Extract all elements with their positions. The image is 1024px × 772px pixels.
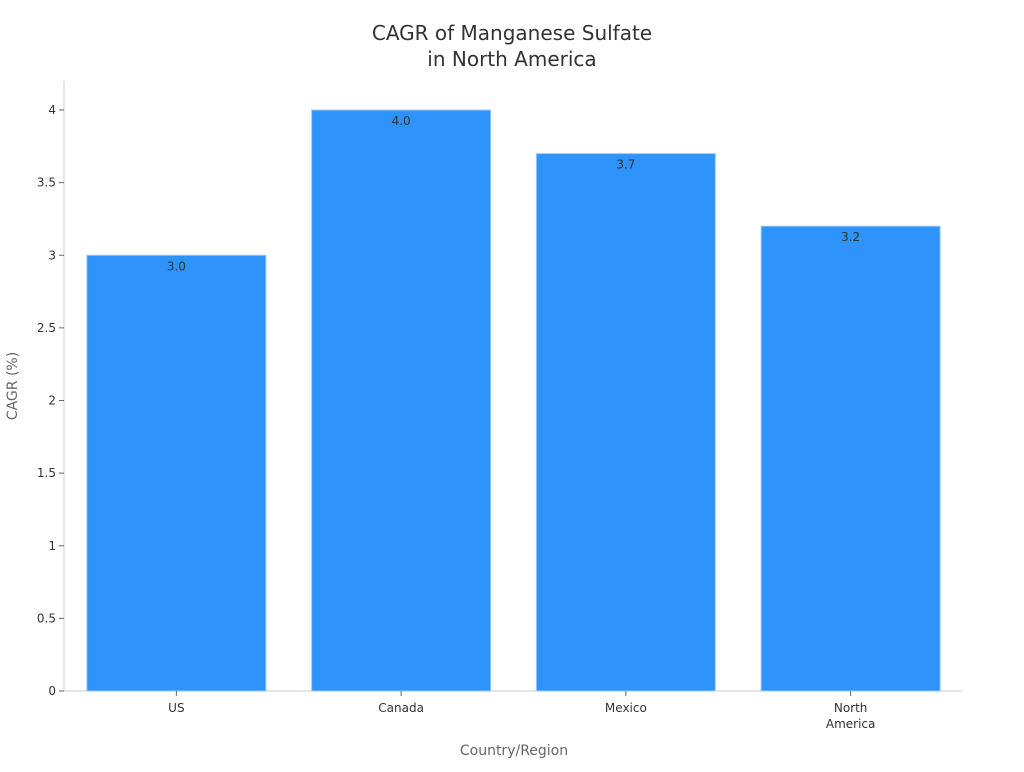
- x-tick-label: Mexico: [605, 701, 647, 715]
- bar: [535, 153, 716, 692]
- data-label: 3.7: [616, 158, 635, 172]
- bar: [311, 109, 492, 692]
- x-tick-label: Canada: [378, 701, 424, 715]
- y-tick-label: 1: [48, 539, 56, 553]
- y-tick-label: 4: [48, 103, 56, 117]
- chart-title-line-2: in North America: [427, 47, 596, 71]
- y-tick-label: 2.5: [37, 321, 56, 335]
- bar: [86, 254, 267, 692]
- y-tick-label: 0: [48, 684, 56, 698]
- y-tick-label: 0.5: [37, 611, 56, 625]
- data-label: 3.2: [841, 230, 860, 244]
- data-label: 4.0: [392, 114, 411, 128]
- y-tick-label: 1.5: [37, 466, 56, 480]
- y-tick-label: 2: [48, 394, 56, 408]
- x-tick-label: North: [834, 701, 868, 715]
- y-axis-label: CAGR (%): [5, 352, 21, 420]
- y-tick-label: 3: [48, 248, 56, 262]
- data-label: 3.0: [167, 259, 186, 273]
- bar: [760, 225, 941, 692]
- x-axis-label: Country/Region: [460, 743, 568, 759]
- y-tick-label: 3.5: [37, 176, 56, 190]
- chart-title-line-1: CAGR of Manganese Sulfate: [372, 21, 652, 45]
- x-tick-label: America: [826, 717, 876, 731]
- x-tick-label: US: [168, 701, 184, 715]
